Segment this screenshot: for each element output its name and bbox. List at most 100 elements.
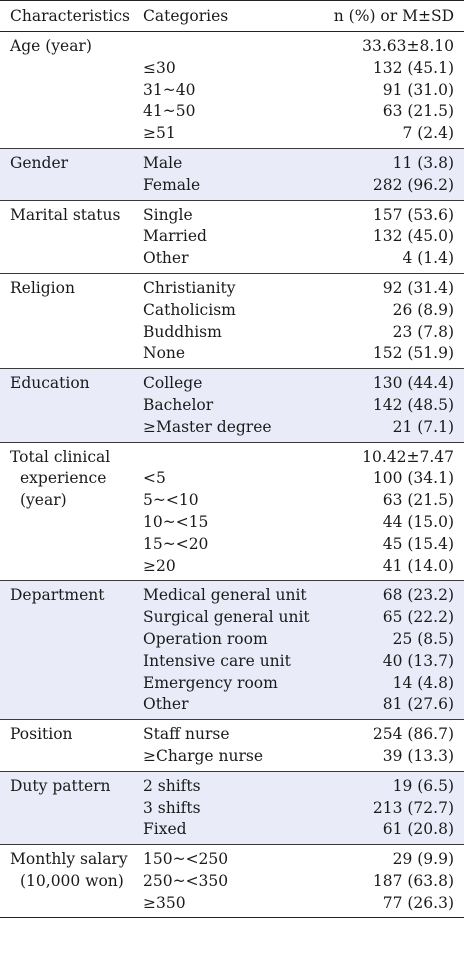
characteristic-label: Gender [10, 153, 69, 172]
table-group: Gender Male Female 11 (3.8) 282 (96.2) [0, 148, 464, 201]
category-label: Medical general unit [143, 586, 307, 605]
table-group: Total clinical experience (year) <5 5~<10 10~… [0, 443, 464, 582]
value-label: 282 (96.2) [372, 175, 454, 194]
table-group: Religion Christianity Catholicism Buddhism N… [0, 274, 464, 370]
value-cell: 130 (44.4) 142 (48.5) 21 (7.1) [323, 373, 464, 438]
value-label: 130 (44.4) [372, 374, 454, 393]
value-label: 19 (6.5) [392, 776, 454, 795]
category-label: Other [143, 249, 189, 268]
characteristic-label: Religion [10, 278, 75, 297]
value-label: 152 (51.9) [372, 344, 454, 363]
category-label: Emergency room [143, 673, 278, 692]
characteristic-label: Marital status [10, 205, 121, 224]
category-cell: Staff nurse ≥Charge nurse [143, 724, 323, 768]
value-label: 25 (8.5) [392, 629, 454, 648]
characteristic-cell: Age (year) [0, 36, 143, 145]
characteristic-label: Position [10, 725, 73, 744]
header-characteristics: Characteristics [10, 7, 130, 25]
characteristics-table: Characteristics Categories n (%) or M±SD… [0, 0, 464, 919]
characteristic-label: Monthly salary [10, 850, 128, 869]
value-label: 39 (13.3) [382, 746, 454, 765]
category-label: ≥Master degree [143, 417, 272, 436]
table-group: Position Staff nurse ≥Charge nurse 254 (86.… [0, 720, 464, 772]
value-label: 63 (21.5) [382, 102, 454, 121]
value-label: 63 (21.5) [382, 491, 454, 510]
value-label: 23 (7.8) [392, 322, 454, 341]
header-value: n (%) or M±SD [333, 7, 454, 25]
value-label: 4 (1.4) [402, 249, 454, 268]
header-categories: Categories [143, 7, 229, 25]
characteristic-cell: Education [0, 373, 143, 438]
category-label: 250~<350 [143, 871, 229, 890]
table-group: Marital status Single Married Other 157 (53.… [0, 201, 464, 274]
value-label: 33.63±8.10 [362, 37, 454, 55]
category-label: Other [143, 695, 189, 714]
category-label [143, 447, 323, 469]
category-label: Surgical general unit [143, 608, 310, 627]
value-label: 132 (45.1) [372, 58, 454, 77]
value-label: 29 (9.9) [392, 850, 454, 869]
category-label: 41~50 [143, 102, 196, 121]
value-label: 14 (4.8) [392, 673, 454, 692]
category-label: College [143, 374, 203, 393]
value-label: 100 (34.1) [372, 469, 454, 488]
value-cell: 92 (31.4) 26 (8.9) 23 (7.8) 152 (51.9) [323, 278, 464, 365]
category-label: Married [143, 227, 207, 246]
category-label: Male [143, 153, 183, 172]
table-header: Characteristics Categories n (%) or M±SD [0, 0, 464, 32]
characteristic-label: (year) [20, 491, 67, 510]
category-cell: ≤30 31~40 41~50 ≥51 [143, 36, 323, 145]
category-cell: Christianity Catholicism Buddhism None [143, 278, 323, 365]
category-cell: Medical general unit Surgical general uni… [143, 585, 323, 716]
category-label: 150~<250 [143, 850, 229, 869]
characteristic-label: Total clinical [10, 447, 111, 466]
value-label: 21 (7.1) [392, 417, 454, 436]
table-body: Age (year) ≤30 31~40 41~50 ≥51 33.63±8.10 132 … [0, 32, 464, 919]
category-label: 5~<10 [143, 491, 199, 510]
category-label: 2 shifts [143, 776, 201, 795]
category-cell: 150~<250 250~<350 ≥350 [143, 849, 323, 914]
value-label: 44 (15.0) [382, 512, 454, 531]
table-group: Age (year) ≤30 31~40 41~50 ≥51 33.63±8.10 132 … [0, 32, 464, 149]
category-label: Staff nurse [143, 725, 230, 744]
category-cell: <5 5~<10 10~<15 15~<20 ≥20 [143, 447, 323, 578]
characteristic-cell: Gender [0, 153, 143, 197]
value-cell: 33.63±8.10 132 (45.1) 91 (31.0) 63 (21.5) 7 … [323, 36, 464, 145]
characteristic-label: Duty pattern [10, 776, 111, 795]
value-label: 157 (53.6) [372, 205, 454, 224]
table-group: Monthly salary (10,000 won) 150~<250 250~<3… [0, 845, 464, 919]
category-label: Intensive care unit [143, 651, 291, 670]
value-label: 142 (48.5) [372, 395, 454, 414]
characteristic-cell: Total clinical experience (year) [0, 447, 143, 578]
category-label: Catholicism [143, 300, 236, 319]
category-cell: Male Female [143, 153, 323, 197]
category-label: Female [143, 175, 201, 194]
value-label: 10.42±7.47 [362, 447, 454, 466]
category-label: ≥20 [143, 556, 176, 575]
category-label: <5 [143, 469, 166, 488]
value-label: 26 (8.9) [392, 300, 454, 319]
value-label: 7 (2.4) [402, 124, 454, 143]
category-label: 31~40 [143, 80, 196, 99]
value-label: 68 (23.2) [382, 586, 454, 605]
value-cell: 254 (86.7) 39 (13.3) [323, 724, 464, 768]
value-label: 132 (45.0) [372, 227, 454, 246]
table-group: Education College Bachelor ≥Master degree 13… [0, 369, 464, 443]
value-label: 254 (86.7) [372, 725, 454, 744]
category-label: 3 shifts [143, 798, 201, 817]
category-label: ≥350 [143, 893, 186, 912]
value-label: 65 (22.2) [382, 608, 454, 627]
category-cell: Single Married Other [143, 205, 323, 270]
characteristic-cell: Position [0, 724, 143, 768]
table-group: Duty pattern 2 shifts 3 shifts Fixed 19 (6.5… [0, 771, 464, 846]
value-label: 92 (31.4) [382, 278, 454, 297]
value-label: 61 (20.8) [382, 820, 454, 839]
characteristic-label: Education [10, 374, 90, 393]
category-label: 15~<20 [143, 534, 209, 553]
value-cell: 68 (23.2) 65 (22.2) 25 (8.5) 40 (13.7) 14 (4… [323, 585, 464, 716]
category-label: Bachelor [143, 395, 214, 414]
category-label: Christianity [143, 278, 236, 297]
value-cell: 157 (53.6) 132 (45.0) 4 (1.4) [323, 205, 464, 270]
category-label: ≥Charge nurse [143, 746, 264, 765]
value-label: 91 (31.0) [382, 80, 454, 99]
